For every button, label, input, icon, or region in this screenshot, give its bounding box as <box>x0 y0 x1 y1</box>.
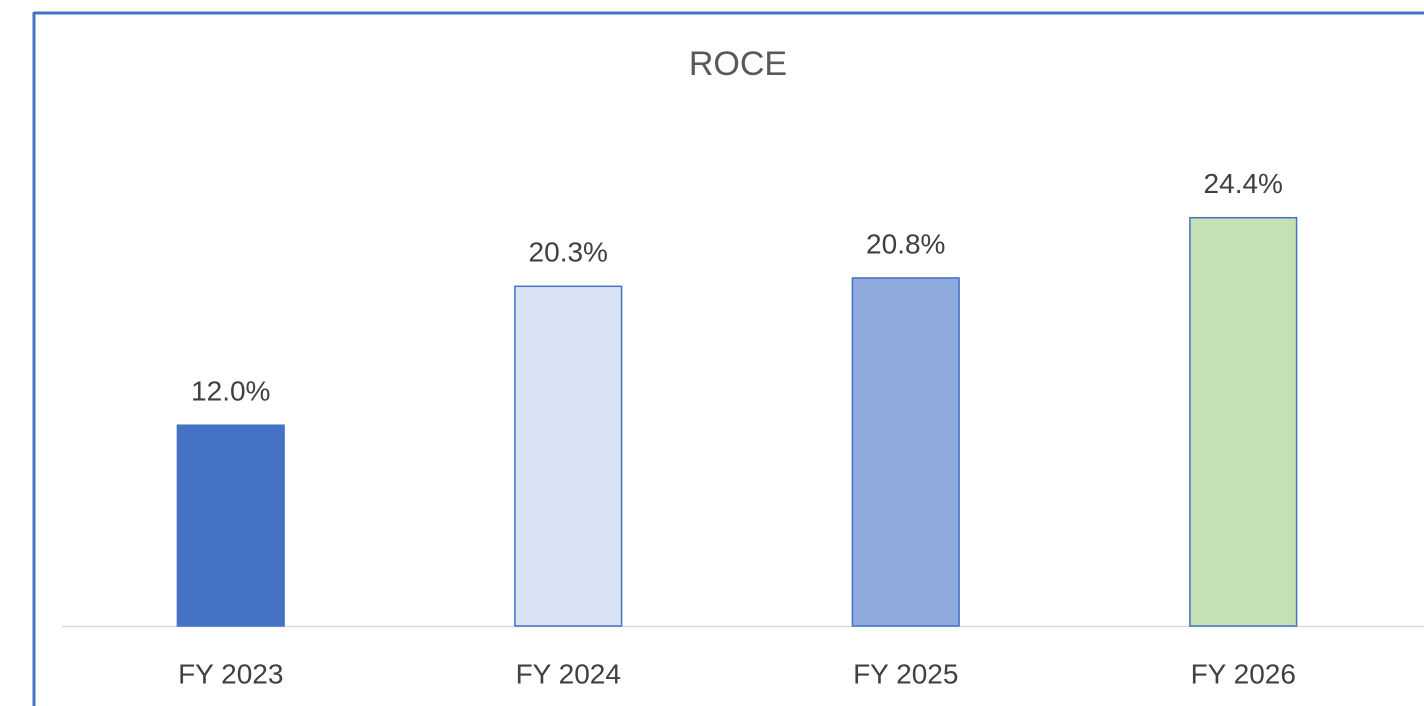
x-tick-label: FY 2023 <box>178 658 283 689</box>
value-label: 20.3% <box>529 237 608 268</box>
value-label: 24.4% <box>1204 168 1283 199</box>
value-label: 12.0% <box>191 376 270 407</box>
x-tick-label: FY 2025 <box>853 658 958 689</box>
bar <box>176 424 285 627</box>
chart-title: ROCE <box>689 45 787 83</box>
x-tick-label: FY 2026 <box>1191 658 1296 689</box>
x-tick-label: FY 2024 <box>516 658 621 689</box>
bar <box>851 277 960 627</box>
bar <box>1189 216 1298 627</box>
bar <box>514 285 623 627</box>
value-label: 20.8% <box>866 228 945 259</box>
